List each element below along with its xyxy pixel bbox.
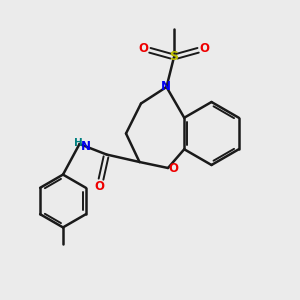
Text: O: O <box>138 41 148 55</box>
Text: H: H <box>74 138 82 148</box>
Text: O: O <box>94 180 104 194</box>
Text: O: O <box>168 162 178 175</box>
Text: O: O <box>200 41 210 55</box>
Text: N: N <box>81 140 91 154</box>
Text: S: S <box>169 50 178 64</box>
Text: N: N <box>161 80 171 93</box>
